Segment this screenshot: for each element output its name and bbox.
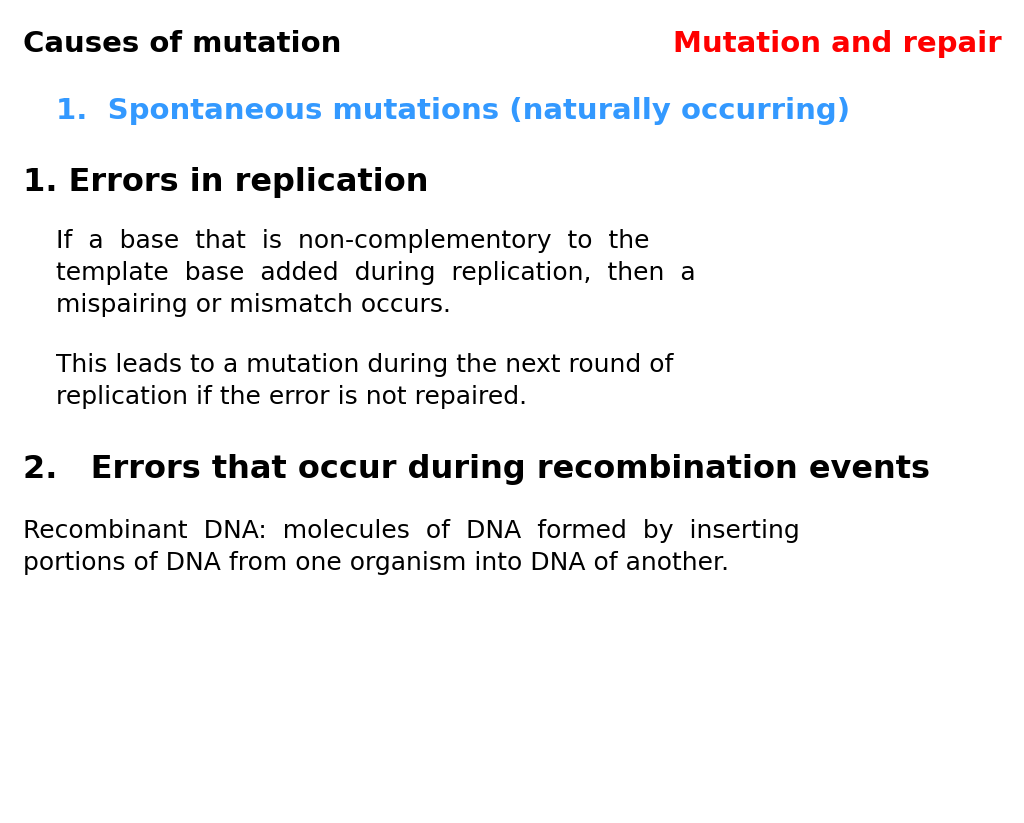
- Text: portions of DNA from one organism into DNA of another.: portions of DNA from one organism into D…: [23, 551, 729, 575]
- Text: Causes of mutation: Causes of mutation: [23, 30, 341, 58]
- Text: replication if the error is not repaired.: replication if the error is not repaired…: [56, 385, 527, 409]
- Text: mispairing or mismatch occurs.: mispairing or mismatch occurs.: [56, 293, 452, 317]
- Text: This leads to a mutation during the next round of: This leads to a mutation during the next…: [56, 353, 674, 377]
- Text: Mutation and repair: Mutation and repair: [673, 30, 1001, 58]
- Text: Recombinant  DNA:  molecules  of  DNA  formed  by  inserting: Recombinant DNA: molecules of DNA formed…: [23, 519, 800, 543]
- Text: 1. Errors in replication: 1. Errors in replication: [23, 167, 428, 198]
- Text: template  base  added  during  replication,  then  a: template base added during replication, …: [56, 261, 696, 285]
- Text: 2.   Errors that occur during recombination events: 2. Errors that occur during recombinatio…: [23, 454, 930, 486]
- Text: 1.  Spontaneous mutations (naturally occurring): 1. Spontaneous mutations (naturally occu…: [56, 97, 851, 125]
- Text: If  a  base  that  is  non-complementory  to  the: If a base that is non-complementory to t…: [56, 229, 650, 253]
